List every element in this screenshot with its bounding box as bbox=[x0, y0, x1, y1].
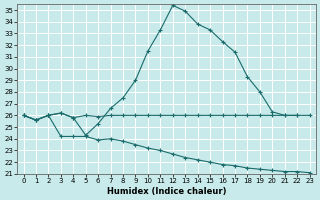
X-axis label: Humidex (Indice chaleur): Humidex (Indice chaleur) bbox=[107, 187, 226, 196]
